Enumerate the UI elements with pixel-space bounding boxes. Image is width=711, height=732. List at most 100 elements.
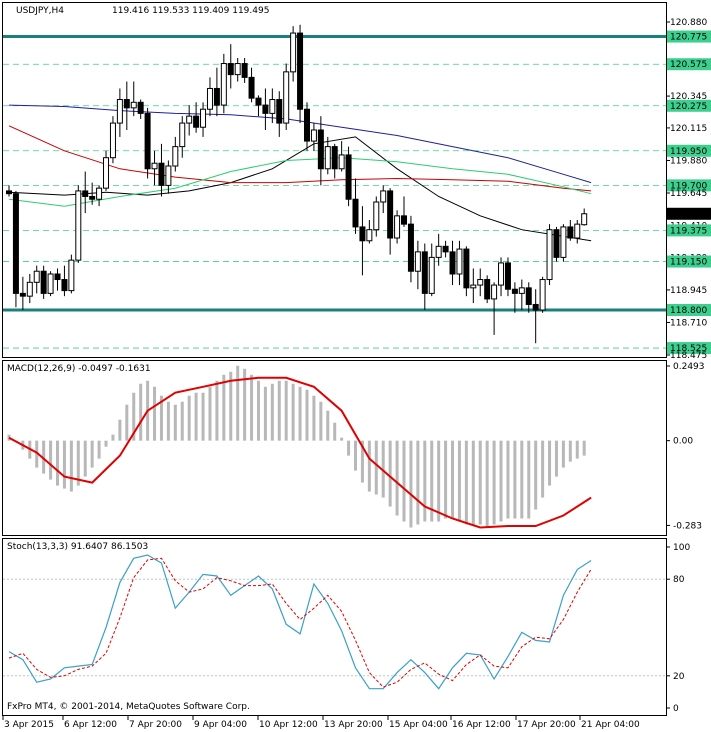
y-tick-label: 119.880 (670, 156, 707, 166)
candle-body (380, 190, 387, 203)
candle-body (269, 99, 276, 114)
macd-histogram-bar (118, 419, 122, 441)
candle-body (241, 63, 248, 78)
macd-histogram-bar (153, 386, 157, 441)
macd-histogram-bar (541, 440, 545, 498)
candle-body (567, 226, 574, 239)
moving-average-line (8, 125, 592, 192)
candle-body (581, 213, 588, 226)
y-tick-label: 118.800 (670, 306, 707, 316)
candle-body (352, 198, 359, 228)
candle-body (26, 281, 33, 297)
y-tick-label: 118.525 (670, 344, 707, 354)
y-tick-label: 0.2493 (673, 362, 705, 372)
x-tick-label: 17 Apr 20:00 (517, 720, 576, 730)
macd-histogram-bar (471, 440, 475, 525)
y-tick-label: 119.950 (670, 147, 707, 157)
macd-histogram-bar (201, 392, 205, 441)
macd-histogram-bar (374, 440, 378, 495)
candle-body (61, 279, 68, 292)
candle-body (193, 115, 200, 128)
candle-body (96, 187, 103, 200)
macd-histogram-bar (437, 440, 441, 522)
candle-body (54, 273, 61, 281)
stoch-signal-line (8, 557, 592, 688)
candle-body (574, 223, 581, 239)
macd-histogram-bar (575, 440, 579, 459)
y-tick-label: 119.375 (670, 226, 707, 236)
macd-histogram-bar (42, 440, 46, 474)
candle-body (103, 157, 110, 189)
candle-body (33, 270, 40, 283)
macd-histogram-bar (451, 440, 455, 519)
macd-histogram-bar (409, 440, 413, 528)
candle-body (560, 226, 567, 258)
candle-body (220, 63, 227, 106)
y-tick-label: 20 (673, 672, 685, 682)
candle-body (40, 270, 47, 294)
candle-body (227, 63, 234, 76)
candle-body (186, 115, 193, 124)
candle-body (151, 162, 158, 170)
macd-histogram-bar (312, 395, 316, 441)
candle-body (158, 162, 165, 186)
macd-histogram-bar (263, 386, 267, 441)
macd-histogram-bar (208, 386, 212, 441)
y-tick-label: 120.115 (670, 124, 707, 134)
macd-histogram-bar (132, 392, 136, 441)
price-tag (667, 144, 711, 157)
candle-body (255, 97, 262, 106)
candle-body (407, 223, 414, 272)
candle-body (525, 287, 532, 305)
macd-histogram-bar (159, 395, 163, 441)
moving-average-line (8, 136, 592, 242)
candle-body (130, 101, 137, 109)
price-tag (667, 99, 711, 112)
stoch-title: Stoch(13,3,3) 91.6407 86.1503 (7, 542, 148, 552)
y-tick-label: 80 (673, 575, 685, 585)
macd-histogram-bar (499, 440, 503, 522)
macd-histogram-bar (319, 401, 323, 441)
x-tick-label: 16 Apr 12:00 (452, 720, 511, 730)
candle-body (262, 104, 269, 114)
macd-histogram-bar (520, 440, 524, 519)
macd-histogram-bar (298, 386, 302, 441)
macd-histogram-bar (430, 440, 434, 522)
y-tick-label: 0 (673, 704, 679, 714)
macd-histogram-bar (97, 440, 101, 459)
macd-histogram-bar (7, 434, 11, 441)
candle-body (89, 195, 96, 200)
candle-body (290, 32, 297, 73)
candle-body (498, 262, 505, 286)
y-tick-label: 100 (673, 543, 690, 553)
macd-histogram-bar (90, 440, 94, 468)
x-tick-label: 15 Apr 04:00 (389, 720, 448, 730)
candle-body (546, 229, 553, 281)
candle-body (511, 288, 518, 294)
macd-histogram-bar (534, 440, 538, 510)
candle-body (47, 273, 54, 294)
y-tick-label: 119.150 (670, 258, 707, 268)
price-tag (667, 342, 711, 355)
macd-histogram-bar (388, 440, 392, 507)
x-tick-label: 6 Apr 12:00 (64, 720, 117, 730)
candle-body (421, 251, 428, 294)
macd-histogram-bar (444, 440, 448, 519)
candle-body (518, 287, 525, 294)
price-tag (667, 58, 711, 71)
candle-body (359, 226, 366, 242)
macd-histogram-bar (49, 440, 53, 480)
candle-body (338, 154, 345, 170)
macd-histogram-bar (250, 374, 254, 441)
macd-histogram-bar (478, 440, 482, 525)
y-tick-label: 118.710 (670, 318, 707, 328)
candle-body (200, 108, 207, 128)
candle-body (144, 112, 151, 170)
stoch-panel-frame (2, 538, 667, 716)
main-panel-frame (2, 2, 667, 358)
candle-body (345, 154, 352, 200)
candle-body (449, 251, 456, 275)
candle-body (456, 248, 463, 275)
moving-average-line (8, 157, 592, 207)
macd-histogram-bar (180, 401, 184, 441)
